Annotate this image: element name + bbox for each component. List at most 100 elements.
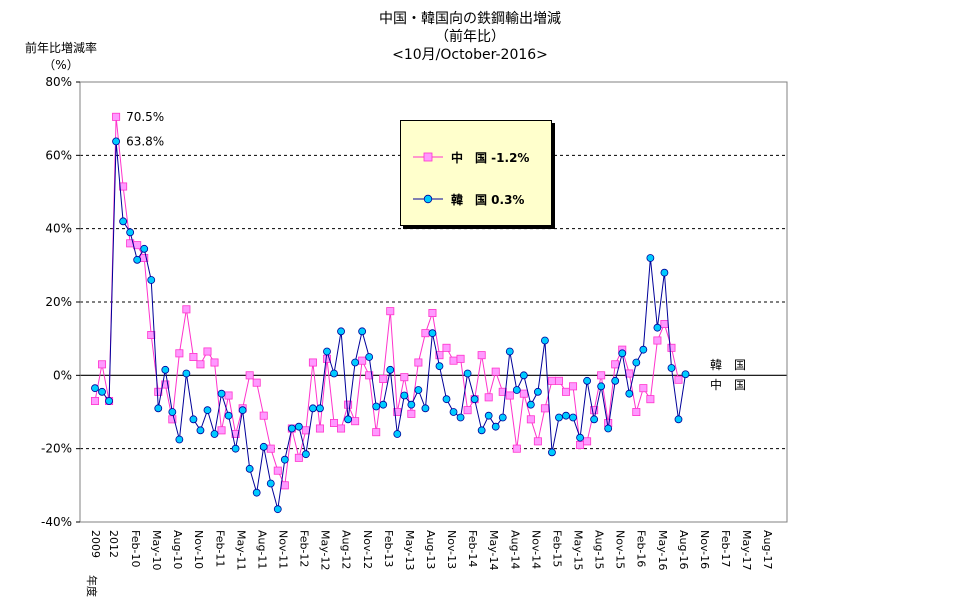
- data-point-china: [252, 378, 261, 387]
- data-point-korea: [386, 365, 395, 374]
- data-point-china: [674, 375, 683, 384]
- x-tick-label: 2009: [89, 530, 102, 558]
- data-point-korea: [161, 365, 170, 374]
- data-point-korea: [175, 435, 184, 444]
- data-point-korea: [639, 345, 648, 354]
- data-point-china: [569, 382, 578, 391]
- data-point-korea: [133, 255, 142, 264]
- x-tick-label: Feb-15: [550, 530, 563, 567]
- y-tick-label: 80%: [45, 75, 72, 89]
- data-point-korea: [491, 422, 500, 431]
- data-point-korea: [583, 376, 591, 385]
- data-point-korea: [105, 397, 113, 405]
- data-point-china: [161, 380, 170, 389]
- data-point-korea: [210, 430, 219, 438]
- data-point-china: [554, 376, 563, 385]
- data-point-korea: [618, 349, 627, 358]
- x-tick-label: Nov-10: [192, 530, 205, 569]
- data-point-korea: [224, 411, 233, 420]
- data-point-korea: [217, 389, 226, 398]
- data-point-china: [484, 393, 493, 402]
- data-point-korea: [456, 413, 465, 422]
- y-axis-label: 前年比増減率 （%）: [6, 40, 116, 74]
- title-line-3: <10月/October-2016>: [392, 47, 548, 63]
- data-point-china: [259, 411, 268, 420]
- x-tick-label: Aug-12: [340, 530, 353, 569]
- data-point-china: [463, 406, 472, 415]
- data-point-korea: [337, 327, 345, 336]
- legend-item-korea: 韓 国 0.3%: [413, 189, 524, 209]
- data-point-korea: [91, 384, 99, 393]
- data-point-china: [245, 371, 254, 380]
- y-tick-label: 60%: [45, 148, 72, 162]
- data-point-korea: [400, 391, 409, 400]
- data-point-china: [266, 444, 275, 453]
- data-point-china: [330, 418, 339, 427]
- data-point-korea: [674, 415, 683, 424]
- data-point-china: [597, 371, 606, 380]
- data-point-china: [358, 356, 367, 365]
- x-tick-label: Feb-16: [635, 530, 648, 567]
- x-tick-label: 2012: [107, 530, 120, 558]
- data-point-korea: [372, 402, 381, 411]
- data-point-china: [119, 182, 128, 191]
- axes: [76, 81, 788, 523]
- data-point-china: [196, 360, 205, 369]
- x-tick-label: Feb-12: [298, 530, 311, 567]
- series-line: [94, 116, 679, 488]
- y-tick-label: 0%: [53, 368, 72, 382]
- data-point-korea: [653, 323, 662, 332]
- data-point-korea: [140, 244, 149, 253]
- y-axis-label-line-1: 前年比増減率: [24, 41, 97, 55]
- x-tick-label: May-16: [656, 530, 669, 571]
- legend-item-china: 中 国 -1.2%: [413, 147, 529, 167]
- data-point-korea: [632, 358, 641, 367]
- data-point-korea: [519, 371, 528, 380]
- x-tick-label: Feb-10: [129, 530, 142, 567]
- y-tick-label: -20%: [41, 442, 72, 456]
- x-tick-label: Aug-11: [255, 530, 268, 569]
- data-point-china: [639, 384, 648, 393]
- data-point-korea: [309, 404, 317, 413]
- data-point-korea: [330, 369, 338, 378]
- data-point-korea: [259, 442, 268, 451]
- end-label-korea: 韓 国: [710, 358, 746, 372]
- data-point-korea: [273, 505, 282, 514]
- data-point-china: [519, 389, 528, 398]
- data-point-china: [435, 351, 444, 360]
- data-point-korea: [287, 424, 296, 433]
- legend-korea-marker: [413, 194, 443, 204]
- data-point-korea: [196, 426, 205, 435]
- y-tick-label: -40%: [41, 515, 72, 529]
- x-tick-label: Nov-15: [614, 530, 627, 569]
- data-point-china: [632, 407, 641, 416]
- data-point-china: [224, 391, 233, 400]
- x-tick-label: May-10: [150, 530, 163, 571]
- data-point-china: [147, 330, 156, 339]
- data-point-korea: [323, 347, 331, 356]
- data-point-korea: [562, 411, 570, 420]
- data-point-korea: [112, 137, 120, 146]
- data-point-china: [315, 424, 324, 433]
- data-point-china: [456, 354, 465, 363]
- data-point-korea: [119, 217, 128, 226]
- x-tick-label: May-12: [319, 530, 332, 571]
- data-point-korea: [168, 408, 177, 416]
- x-tick-label: Aug-14: [508, 530, 521, 569]
- data-point-korea: [512, 386, 521, 394]
- x-tick-label: Aug-10: [171, 530, 184, 569]
- data-point-china: [533, 437, 542, 446]
- data-point-china: [372, 428, 381, 437]
- data-point-china: [540, 404, 549, 413]
- data-point-korea: [681, 370, 690, 379]
- y-tick-label: 20%: [45, 295, 72, 309]
- data-point-korea: [316, 404, 324, 413]
- data-point-china: [414, 358, 423, 367]
- data-point-china: [491, 367, 500, 376]
- data-label: 70.5%: [126, 110, 164, 124]
- data-point-china: [294, 453, 303, 462]
- x-tick-label: Feb-13: [382, 530, 395, 567]
- x-tick-label: Aug-13: [424, 530, 437, 569]
- data-point-korea: [428, 329, 437, 338]
